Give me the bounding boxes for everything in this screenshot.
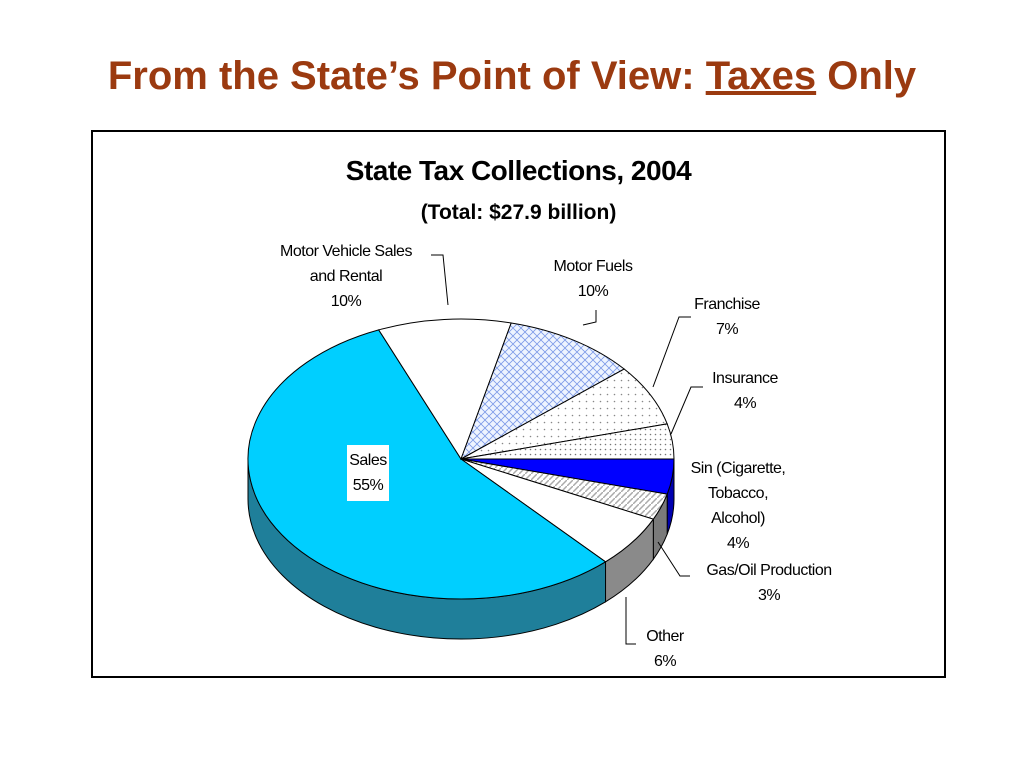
data-label-sales-0: Sales [349,452,387,469]
leader-line-other [625,597,636,645]
data-label-franchise-0: Franchise [694,296,760,313]
data-label-gas-oil-production-0: Gas/Oil Production [706,562,831,579]
data-label-sales-1: 55% [353,477,384,494]
data-label-insurance-0: Insurance [712,370,778,387]
pie-slice-motor-vehicle-sales-and-rental [377,318,512,461]
data-label-other-0: Other [646,628,685,645]
leader-line-franchise [652,316,691,388]
data-label-motor-vehicle-sales-and-rental-2: 10% [331,293,362,310]
data-label-franchise-1: 7% [716,321,738,338]
pie-chart: Sales 55% Motor Vehicle Sales and Rental 10%… [247,243,832,670]
data-label-motor-vehicle-sales-and-rental-1: and Rental [310,268,382,285]
data-label-motor-fuels-1: 10% [578,283,609,300]
pie-slice-sales [247,329,607,600]
leader-line-motor-vehicle-sales-and-rental [431,254,449,306]
pie-tops [247,318,675,600]
chart-title: State Tax Collections, 2004 [345,155,692,186]
leader-line-insurance [670,386,703,435]
pie-slice-insurance [460,423,675,460]
slide-title-suffix: Only [816,54,917,98]
data-label-motor-fuels-0: Motor Fuels [554,258,633,275]
chart-subtitle: (Total: $27.9 billion) [420,201,617,224]
leader-line-motor-fuels [582,310,597,326]
slide-title: From the State’s Point of View: Taxes On… [0,50,1024,102]
data-label-other-1: 6% [654,653,676,670]
label-box-sales [347,445,389,501]
slide-title-prefix: From the State’s Point of View: [107,54,706,98]
slide-title-underlined: Taxes [705,54,817,98]
data-label-sin-cigarette-tobacco-alcohol-2: Alcohol) [711,510,765,527]
chart-frame: State Tax Collections, 2004 (Total: $27.… [91,130,946,678]
data-label-sin-cigarette-tobacco-alcohol-3: 4% [727,535,749,552]
data-label-motor-vehicle-sales-and-rental-0: Motor Vehicle Sales [280,243,412,260]
pie-slice-motor-fuels [460,322,626,461]
data-label-sin-cigarette-tobacco-alcohol-0: Sin (Cigarette, [691,460,786,477]
data-label-insurance-1: 4% [734,395,756,412]
pie-labels: Sales 55% Motor Vehicle Sales and Rental 10%… [280,243,832,670]
pie-leaders [431,254,703,645]
leader-line-gas-oil-production [657,541,690,577]
data-label-gas-oil-production-1: 3% [758,587,780,604]
data-label-sin-cigarette-tobacco-alcohol-1: Tobacco, [708,485,768,502]
